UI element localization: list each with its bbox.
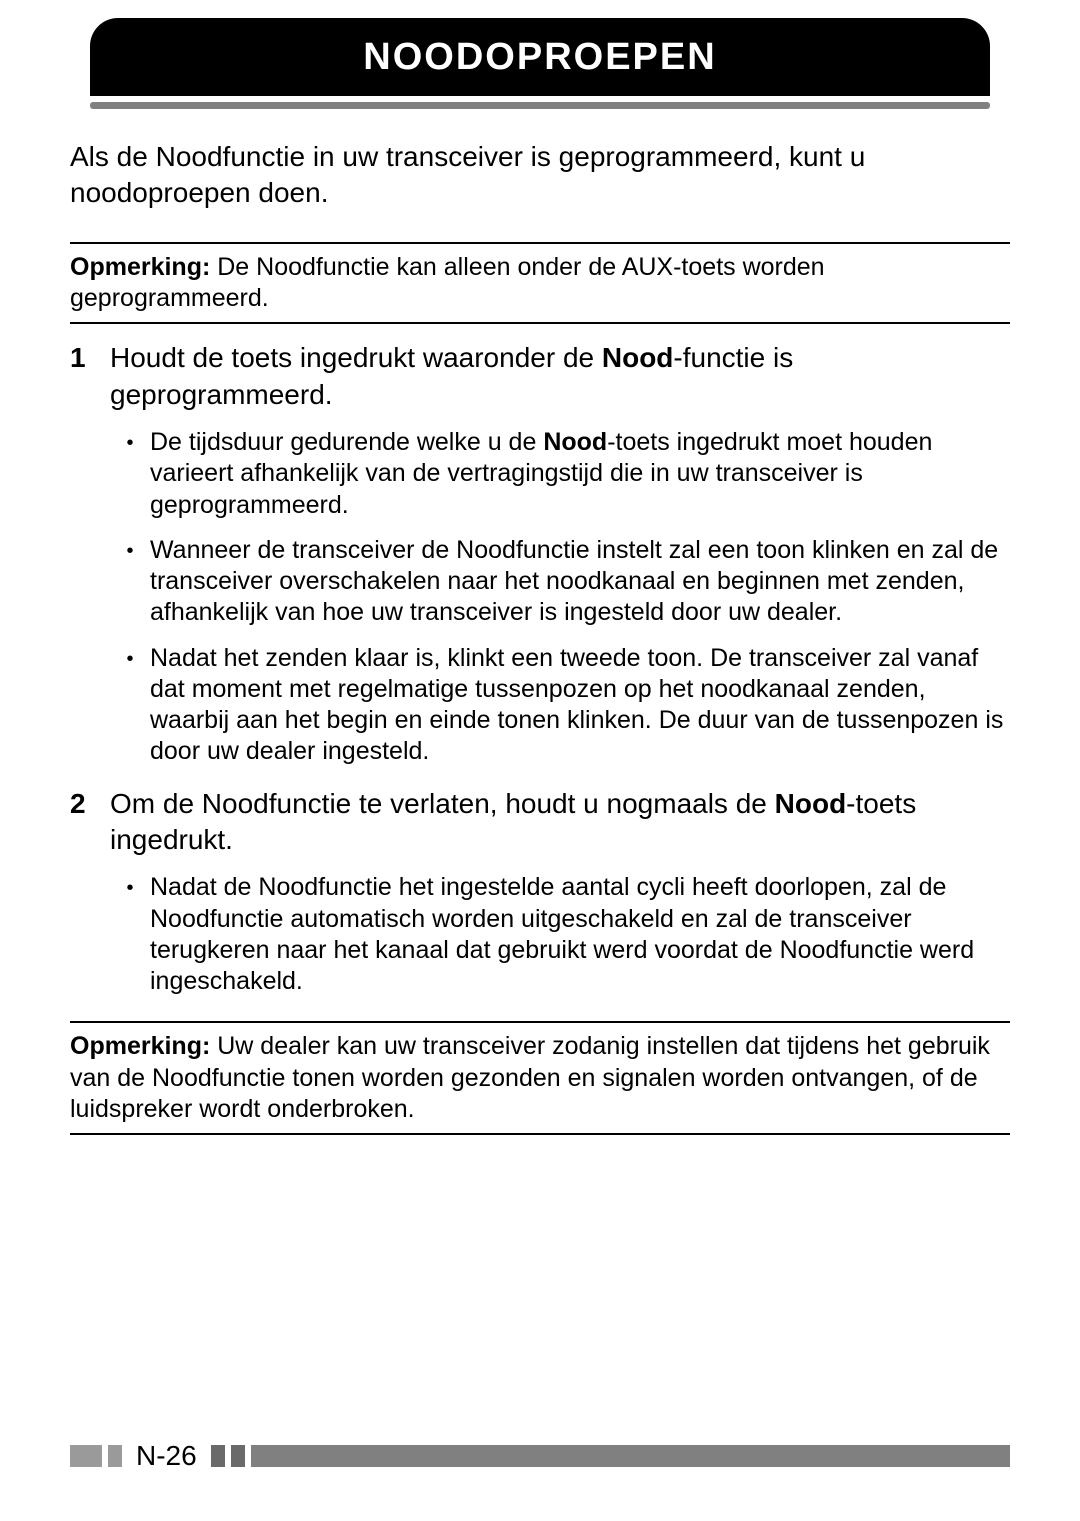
step-text-bold: Nood — [775, 788, 847, 819]
note-label: Opmerking: — [70, 1032, 210, 1060]
bullet-mark: • — [110, 643, 150, 768]
page-title: NOODOPROEPEN — [363, 36, 716, 79]
bullet-mark: • — [110, 427, 150, 521]
step-number: 1 — [70, 340, 110, 767]
intro-paragraph: Als de Noodfunctie in uw transceiver is … — [70, 139, 1010, 212]
header-underline — [90, 102, 990, 109]
footer-block-icon — [108, 1445, 122, 1467]
step-row: 1 Houdt de toets ingedrukt waaronder de … — [70, 340, 1010, 767]
bullet-text: Nadat de Noodfunctie het ingestelde aant… — [150, 872, 1010, 997]
note-box-2: Opmerking: Uw dealer kan uw transceiver … — [70, 1021, 1010, 1135]
footer-block-icon — [231, 1445, 245, 1467]
footer-block-icon — [70, 1445, 102, 1467]
bullet-text-pre: Nadat de Noodfunctie het ingestelde aant… — [150, 873, 974, 995]
bullet-text-pre: Wanneer de transceiver de Noodfunctie in… — [150, 536, 998, 627]
list-item: • De tijdsduur gedurende welke u de Nood… — [110, 427, 1010, 521]
page-header-banner: NOODOPROEPEN — [90, 18, 990, 96]
footer-decor-left: N-26 — [70, 1440, 245, 1472]
note-box-1: Opmerking: De Noodfunctie kan alleen ond… — [70, 242, 1010, 325]
step-text-bold: Nood — [602, 342, 674, 373]
list-item: • Wanneer de transceiver de Noodfunctie … — [110, 535, 1010, 629]
step-body: Om de Noodfunctie te verlaten, houdt u n… — [110, 786, 1010, 998]
step-body: Houdt de toets ingedrukt waaronder de No… — [110, 340, 1010, 767]
bullet-text: Nadat het zenden klaar is, klinkt een tw… — [150, 643, 1010, 768]
bullet-text: Wanneer de transceiver de Noodfunctie in… — [150, 535, 1010, 629]
page-footer: N-26 — [70, 1443, 1010, 1469]
bullet-text-pre: Nadat het zenden klaar is, klinkt een tw… — [150, 644, 1003, 766]
sub-bullets: • Nadat de Noodfunctie het ingestelde aa… — [110, 872, 1010, 997]
note-label: Opmerking: — [70, 253, 210, 281]
list-item: • Nadat het zenden klaar is, klinkt een … — [110, 643, 1010, 768]
list-item: • Nadat de Noodfunctie het ingestelde aa… — [110, 872, 1010, 997]
step-row: 2 Om de Noodfunctie te verlaten, houdt u… — [70, 786, 1010, 998]
step-text-pre: Om de Noodfunctie te verlaten, houdt u n… — [110, 788, 775, 819]
bullet-mark: • — [110, 535, 150, 629]
step-text-pre: Houdt de toets ingedrukt waaronder de — [110, 342, 602, 373]
step-number: 2 — [70, 786, 110, 998]
bullet-mark: • — [110, 872, 150, 997]
bullet-text-bold: Nood — [543, 428, 607, 456]
steps-list: 1 Houdt de toets ingedrukt waaronder de … — [70, 340, 1010, 997]
page-number: N-26 — [136, 1440, 197, 1472]
bullet-text: De tijdsduur gedurende welke u de Nood-t… — [150, 427, 1010, 521]
sub-bullets: • De tijdsduur gedurende welke u de Nood… — [110, 427, 1010, 768]
footer-bar — [251, 1445, 1010, 1467]
bullet-text-pre: De tijdsduur gedurende welke u de — [150, 428, 543, 456]
footer-block-icon — [211, 1445, 225, 1467]
